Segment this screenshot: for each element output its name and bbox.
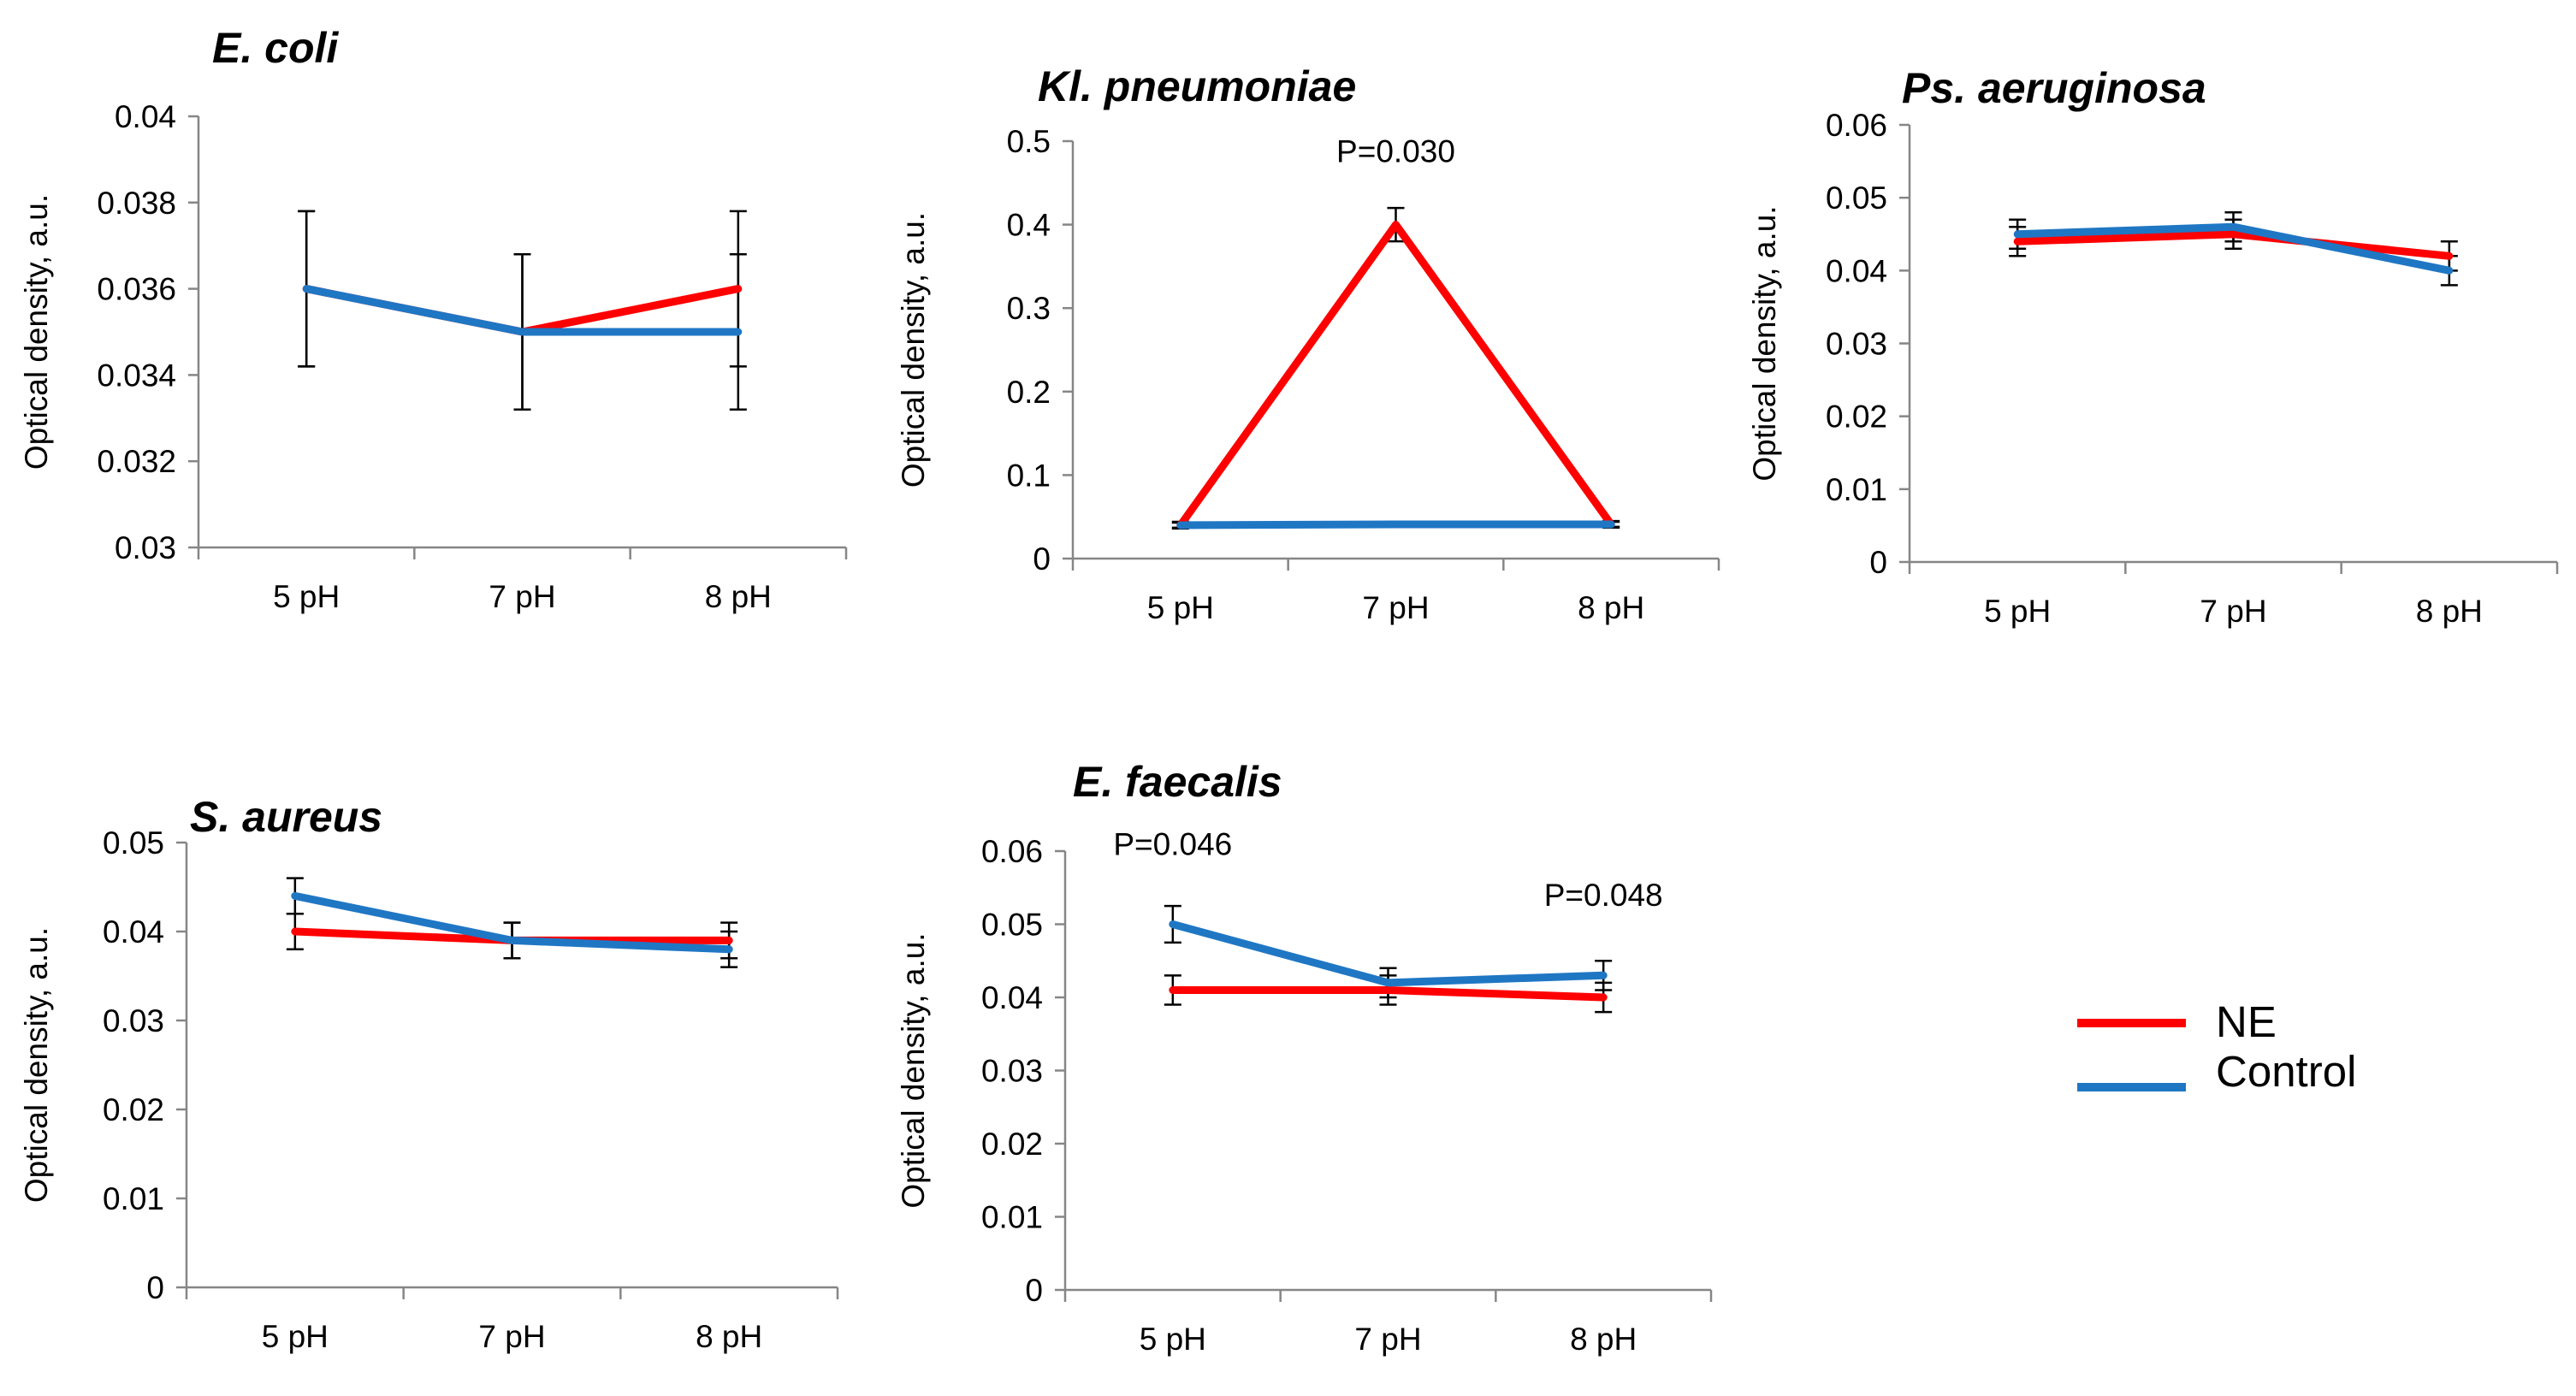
series-line-ne: [2013, 230, 2454, 260]
y-tick-label: 0.04: [1826, 253, 1887, 288]
p-value-annotation: P=0.046: [1113, 826, 1232, 861]
chart-panel: 0 0.01 0.02 0.03 0.04 0.05 5 pH 7 pH 8 pH Optical…: [19, 793, 839, 1354]
y-axis-title: Optical density, a.u.: [19, 194, 54, 470]
series-line-control: [302, 285, 743, 336]
x-tick-label: 7 pH: [478, 1319, 545, 1354]
y-tick-label: 0.04: [115, 99, 176, 134]
chart-title: Ps. aeruginosa: [1902, 64, 2206, 112]
legend-label-ne: NE: [2216, 997, 2277, 1046]
y-tick-label: 0.02: [981, 1127, 1043, 1162]
x-tick-label: 5 pH: [273, 579, 340, 614]
chart-title: E. faecalis: [1073, 758, 1282, 806]
y-tick-label: 0: [1869, 545, 1887, 580]
y-tick-label: 0.3: [1007, 291, 1051, 326]
chart-title: S. aureus: [190, 793, 382, 841]
y-tick-label: 0.01: [103, 1181, 164, 1216]
y-tick-label: 0.034: [97, 358, 176, 393]
y-axis-title: Optical density, a.u.: [896, 212, 931, 488]
x-tick-label: 8 pH: [696, 1319, 762, 1354]
chart-title: Kl. pneumoniae: [1038, 62, 1356, 110]
x-tick-label: 7 pH: [489, 579, 555, 614]
y-tick-label: 0.036: [97, 272, 176, 307]
y-tick-label: 0: [1025, 1273, 1043, 1308]
x-tick-label: 5 pH: [262, 1319, 329, 1354]
x-tick-label: 8 pH: [1578, 590, 1644, 625]
y-tick-label: 0.05: [981, 908, 1043, 943]
x-tick-label: 5 pH: [1147, 590, 1214, 625]
series-line-ne: [1169, 986, 1608, 1002]
x-tick-label: 5 pH: [1984, 594, 2051, 629]
chart-panel: 0.03 0.032 0.034 0.036 0.038 0.04 5 pH 7 pH 8 pH…: [19, 24, 848, 614]
y-tick-label: 0.01: [981, 1200, 1043, 1235]
y-tick-label: 0.05: [1826, 180, 1887, 216]
y-tick-label: 0.06: [1826, 108, 1887, 143]
x-tick-label: 8 pH: [2416, 594, 2483, 629]
y-tick-label: 0.02: [103, 1092, 164, 1127]
chart-panel: 0 0.01 0.02 0.03 0.04 0.05 0.06 5 pH 7 pH 8 pH Opt…: [896, 758, 1713, 1357]
x-tick-label: 7 pH: [2200, 594, 2266, 629]
x-tick-label: 7 pH: [1362, 590, 1429, 625]
y-tick-label: 0.04: [103, 914, 164, 949]
y-tick-label: 0.032: [97, 444, 176, 479]
chart-panel: 0 0.1 0.2 0.3 0.4 0.5 5 pH 7 pH 8 pH Optical dens…: [896, 62, 1720, 625]
chart-title: E. coli: [212, 24, 339, 72]
series-line-control: [291, 891, 733, 954]
x-tick-label: 8 pH: [1570, 1322, 1637, 1357]
chart-panel: 0 0.01 0.02 0.03 0.04 0.05 0.06 5 pH 7 pH 8 pH Opt…: [1747, 64, 2559, 629]
x-tick-label: 5 pH: [1140, 1322, 1206, 1357]
y-axis-title: Optical density, a.u.: [1747, 205, 1782, 481]
series-line-ne: [1176, 221, 1615, 529]
y-tick-label: 0.06: [981, 834, 1043, 869]
y-tick-label: 0.03: [1826, 327, 1887, 362]
series-line-control: [1169, 920, 1608, 987]
y-axis-title: Optical density, a.u.: [19, 927, 54, 1203]
x-tick-label: 8 pH: [705, 579, 772, 614]
y-tick-label: 0.03: [103, 1003, 164, 1038]
y-tick-label: 0.4: [1007, 208, 1051, 243]
y-axis-title: Optical density, a.u.: [896, 932, 931, 1208]
y-tick-label: 0.04: [981, 980, 1043, 1015]
x-tick-label: 7 pH: [1354, 1322, 1421, 1357]
y-tick-label: 0.02: [1826, 399, 1887, 435]
legend: NE Control: [2077, 997, 2356, 1096]
y-tick-label: 0.2: [1007, 375, 1051, 410]
y-tick-label: 0.03: [115, 530, 176, 565]
series-line-control: [1176, 520, 1615, 529]
y-tick-label: 0.1: [1007, 458, 1051, 493]
y-tick-label: 0.5: [1007, 124, 1051, 159]
y-tick-label: 0.038: [97, 186, 176, 221]
y-tick-label: 0: [1033, 541, 1051, 577]
legend-label-control: Control: [2216, 1047, 2356, 1096]
p-value-annotation: P=0.030: [1336, 133, 1455, 169]
y-tick-label: 0.05: [103, 825, 164, 861]
y-tick-label: 0: [146, 1270, 164, 1305]
y-tick-label: 0.03: [981, 1054, 1043, 1089]
y-tick-label: 0.01: [1826, 472, 1887, 507]
p-value-annotation: P=0.048: [1544, 878, 1663, 913]
series-line-control: [2013, 222, 2454, 275]
